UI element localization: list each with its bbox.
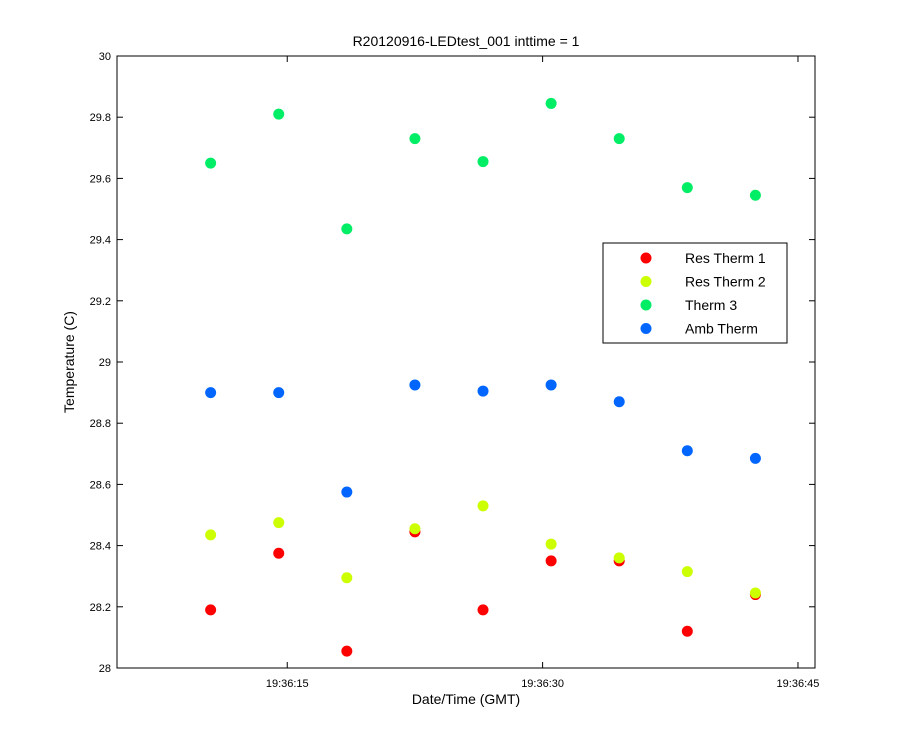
- data-point: [273, 387, 285, 399]
- series-amb-therm: [205, 379, 761, 498]
- x-axis-label: Date/Time (GMT): [412, 691, 520, 707]
- y-tick-label: 28.4: [90, 541, 111, 553]
- plot-area: [116, 55, 816, 669]
- data-point: [545, 555, 557, 567]
- y-tick-label: 29.6: [90, 173, 111, 185]
- axis-ticks: 28 28.2 28.4 28.6 28.8 29 29.2 29.4 29.6 29.8 30 19…: [90, 51, 820, 690]
- legend: Res Therm 1 Res Therm 2 Therm 3 Amb Therm: [602, 242, 788, 344]
- data-point: [273, 517, 285, 529]
- data-point: [205, 604, 217, 616]
- legend-label: Therm 3: [685, 297, 737, 313]
- data-point: [681, 445, 693, 457]
- y-tick-label: 28.6: [90, 479, 111, 491]
- data-point: [613, 396, 625, 408]
- y-axis-label: Temperature (C): [61, 311, 77, 413]
- data-point: [409, 523, 421, 535]
- data-point: [545, 379, 557, 391]
- data-point: [477, 604, 489, 616]
- legend-marker: [640, 252, 652, 264]
- x-tick-label: 19:36:15: [266, 678, 309, 690]
- y-tick-label: 28: [99, 663, 111, 675]
- legend-label: Res Therm 1: [685, 250, 766, 266]
- data-point: [681, 182, 693, 194]
- legend-marker: [640, 276, 652, 287]
- data-point: [341, 572, 353, 584]
- y-tick-label: 30: [99, 51, 111, 63]
- y-tick-label: 29: [99, 357, 111, 369]
- x-tick-label: 19:36:45: [777, 678, 820, 690]
- data-point: [341, 223, 353, 235]
- legend-box: [602, 242, 788, 344]
- data-points: [205, 97, 761, 657]
- data-point: [749, 587, 761, 599]
- data-point: [681, 566, 693, 578]
- data-point: [205, 387, 217, 399]
- data-point: [409, 133, 421, 145]
- data-point: [273, 108, 285, 120]
- data-point: [205, 529, 217, 541]
- legend-items: Res Therm 1 Res Therm 2 Therm 3 Amb Therm: [640, 250, 766, 337]
- y-tick-label: 29.8: [90, 112, 111, 124]
- data-point: [477, 385, 489, 397]
- data-point: [613, 133, 625, 145]
- y-tick-label: 28.8: [90, 418, 111, 430]
- data-point: [613, 552, 625, 564]
- data-point: [341, 645, 353, 657]
- data-point: [477, 156, 489, 168]
- data-point: [273, 547, 285, 559]
- x-tick-label: 19:36:30: [521, 678, 564, 690]
- y-tick-label: 29.4: [90, 235, 111, 247]
- series-therm-3: [205, 97, 761, 235]
- data-point: [341, 486, 353, 498]
- data-point: [409, 379, 421, 391]
- data-point: [749, 452, 761, 464]
- data-point: [545, 538, 557, 550]
- y-tick-label: 28.2: [90, 602, 111, 614]
- data-point: [681, 625, 693, 637]
- legend-marker: [640, 323, 652, 334]
- legend-marker: [640, 299, 652, 311]
- data-point: [545, 97, 557, 109]
- chart-title: R20120916-LEDtest_001 inttime = 1: [353, 33, 580, 49]
- data-point: [477, 500, 489, 512]
- legend-label: Res Therm 2: [685, 274, 766, 290]
- legend-label: Amb Therm: [685, 321, 758, 337]
- data-point: [205, 157, 217, 169]
- series-res-therm-2: [205, 500, 761, 599]
- data-point: [749, 189, 761, 201]
- y-tick-label: 29.2: [90, 296, 111, 308]
